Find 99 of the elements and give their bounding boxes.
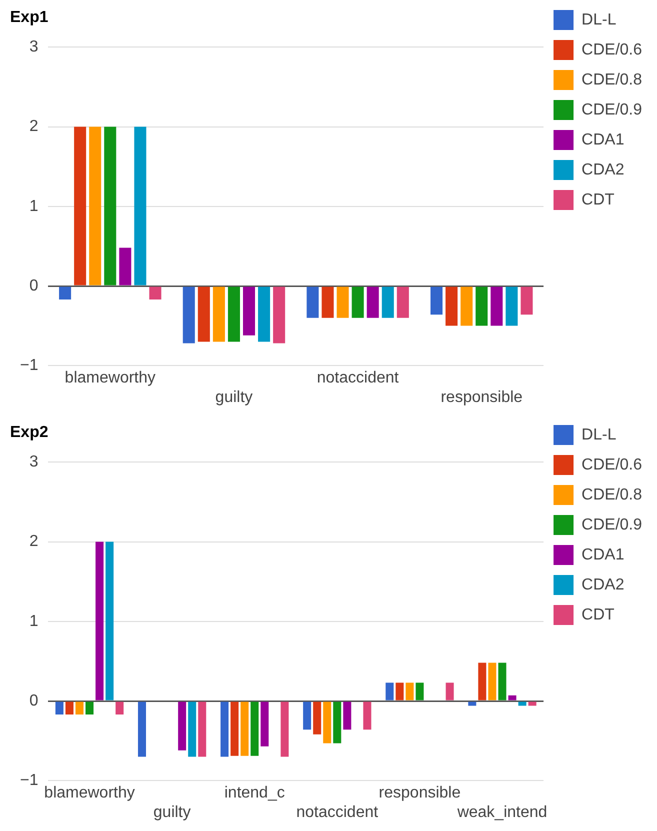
legend-label: CDA2 — [582, 576, 624, 594]
x-tick-label: notaccident — [316, 370, 400, 387]
bar — [258, 286, 270, 342]
bar — [520, 286, 533, 315]
bar — [313, 702, 322, 734]
bar — [89, 126, 102, 286]
legend-label: DL-L — [582, 11, 616, 28]
bar — [106, 542, 114, 700]
bar — [498, 662, 506, 700]
bar — [506, 286, 518, 326]
bar — [446, 682, 454, 700]
x-tick-label: responsible — [378, 784, 461, 802]
y-tick-label: 3 — [29, 38, 38, 56]
bar — [406, 682, 414, 700]
bar — [212, 286, 225, 342]
x-tick-label: intend_c — [224, 784, 285, 802]
x-tick-label: responsible — [440, 388, 523, 406]
bar — [228, 286, 240, 342]
bar — [242, 286, 256, 336]
legend-label: DL-L — [582, 426, 616, 444]
x-tick-label: notaccident — [296, 804, 379, 821]
bar — [430, 286, 443, 315]
y-tick-label: 2 — [29, 533, 38, 550]
bar — [230, 702, 239, 756]
legend-label: CDE/0.9 — [582, 101, 642, 118]
bar — [75, 702, 84, 715]
legend-label: CDE/0.8 — [582, 486, 642, 504]
bar — [134, 126, 146, 286]
y-tick-label: −1 — [20, 772, 38, 790]
bar — [182, 286, 195, 344]
bar — [280, 702, 289, 757]
bar — [460, 286, 473, 326]
bar — [59, 286, 72, 300]
bar — [86, 702, 94, 715]
legend-label: CDA2 — [582, 161, 624, 178]
bar — [178, 702, 186, 750]
legend-label: CDE/0.9 — [582, 516, 642, 534]
legend-label: CDE/0.8 — [582, 71, 642, 88]
bar — [65, 702, 74, 715]
bar — [138, 702, 146, 757]
bar — [508, 695, 516, 700]
y-tick-label: 0 — [29, 277, 38, 294]
bar — [382, 286, 394, 318]
bar — [198, 702, 206, 757]
bar — [104, 126, 116, 286]
bar — [74, 126, 86, 286]
bar — [323, 702, 332, 744]
x-tick-label: blameworthy — [64, 370, 156, 387]
bar — [96, 542, 104, 700]
bar — [343, 702, 352, 730]
y-tick-label: 3 — [29, 454, 38, 471]
y-tick-label: 0 — [29, 692, 38, 710]
bar — [386, 682, 394, 700]
bar — [488, 662, 496, 700]
y-tick-label: −1 — [20, 357, 38, 374]
bar — [322, 286, 334, 318]
bar — [240, 702, 249, 756]
chart-title: Exp1 — [10, 9, 48, 26]
bar — [352, 286, 364, 318]
bar — [149, 286, 162, 300]
x-tick-label: guilty — [215, 388, 253, 406]
bar — [303, 702, 312, 730]
bar — [528, 702, 536, 706]
x-tick-label: blameworthy — [44, 784, 135, 802]
bar — [446, 286, 458, 326]
legend-label: CDA1 — [582, 131, 624, 148]
bar — [476, 286, 488, 326]
y-tick-label: 2 — [29, 118, 38, 136]
legend-label: CDE/0.6 — [582, 41, 642, 58]
bar — [396, 682, 404, 700]
x-tick-label: guilty — [153, 804, 191, 821]
bar — [188, 702, 196, 757]
legend-label: CDA1 — [582, 546, 624, 564]
x-tick-label: weak_intend — [456, 804, 548, 821]
bar — [119, 248, 132, 286]
y-tick-label: 1 — [29, 612, 38, 630]
bar — [468, 702, 476, 706]
bar — [490, 286, 503, 326]
bar — [518, 702, 526, 706]
y-tick-label: 1 — [29, 198, 38, 215]
bar — [396, 286, 409, 318]
bar — [478, 662, 486, 700]
bar — [416, 682, 424, 700]
bar — [116, 702, 124, 715]
bar — [55, 702, 64, 715]
bar — [250, 702, 259, 756]
bar — [306, 286, 319, 318]
legend-label: CDT — [582, 606, 615, 624]
legend-label: CDE/0.6 — [582, 456, 642, 474]
bar — [220, 702, 229, 757]
bar — [198, 286, 210, 342]
bar — [333, 702, 342, 744]
legend-label: CDT — [582, 191, 615, 208]
bar — [366, 286, 379, 318]
bar — [260, 702, 269, 746]
bar — [336, 286, 349, 318]
chart-title: Exp2 — [10, 424, 48, 442]
bar — [273, 286, 286, 344]
bar — [363, 702, 372, 730]
